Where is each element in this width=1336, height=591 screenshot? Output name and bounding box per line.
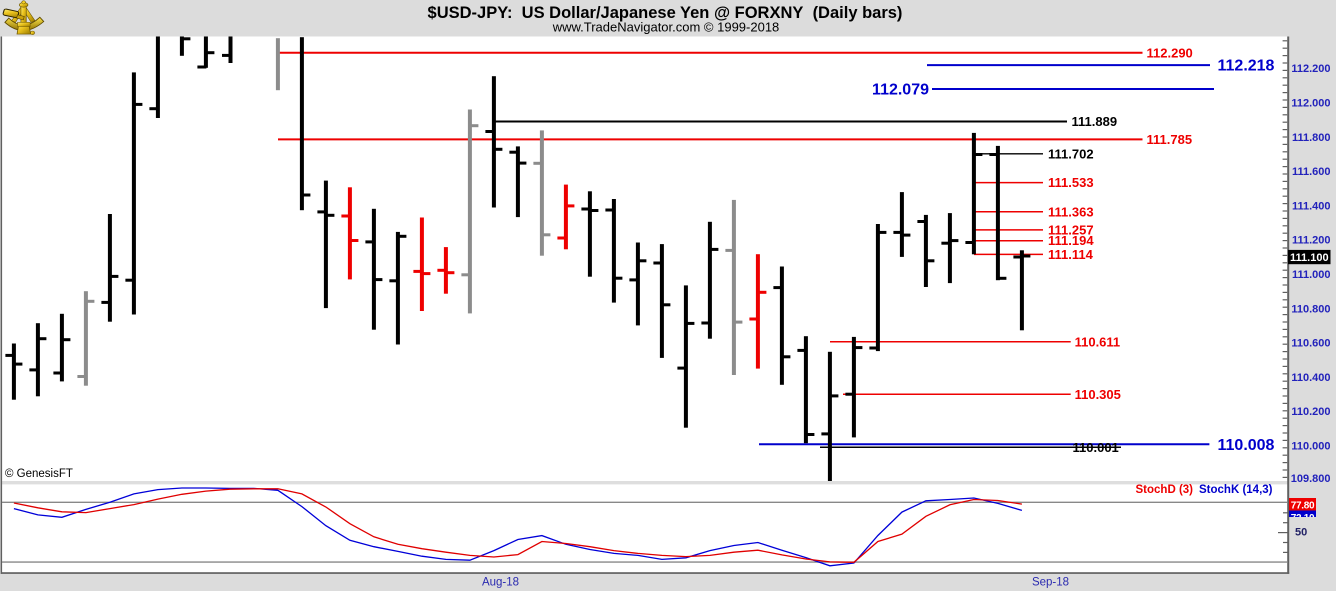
svg-text:111.000: 111.000 [1292, 269, 1331, 281]
svg-text:111.889: 111.889 [1072, 114, 1118, 129]
svg-text:112.218: 112.218 [1218, 58, 1275, 75]
svg-text:111.800: 111.800 [1292, 132, 1331, 144]
svg-text:111.533: 111.533 [1048, 175, 1094, 190]
svg-text:110.600: 110.600 [1291, 338, 1330, 350]
svg-text:112.079: 112.079 [872, 82, 929, 99]
svg-text:110.008: 110.008 [1218, 437, 1275, 454]
svg-text:111.400: 111.400 [1292, 200, 1331, 212]
svg-text:111.100: 111.100 [1290, 252, 1329, 264]
svg-text:110.400: 110.400 [1291, 372, 1330, 384]
svg-text:72.10: 72.10 [1291, 513, 1315, 524]
svg-text:112.000: 112.000 [1291, 98, 1330, 110]
svg-text:Sep-18: Sep-18 [1032, 576, 1069, 588]
svg-text:50: 50 [1295, 527, 1307, 539]
svg-text:$USD-JPY: US Dollar/Japanese: $USD-JPY: US Dollar/Japanese Yen @ FORXN… [428, 4, 903, 22]
svg-text:111.194: 111.194 [1048, 233, 1094, 248]
svg-text:110.800: 110.800 [1291, 303, 1330, 315]
svg-text:Aug-18: Aug-18 [482, 576, 519, 588]
svg-text:111.257: 111.257 [1048, 222, 1094, 237]
svg-text:111.600: 111.600 [1292, 166, 1331, 178]
svg-text:© GenesisFT: © GenesisFT [5, 468, 73, 480]
svg-text:110.000: 110.000 [1291, 441, 1330, 453]
svg-text:111.363: 111.363 [1048, 204, 1094, 219]
svg-text:110.001: 110.001 [1073, 440, 1119, 455]
svg-text:111.200: 111.200 [1292, 235, 1331, 247]
svg-text:77.80: 77.80 [1291, 500, 1315, 511]
svg-text:StochK (14,3): StochK (14,3) [1199, 484, 1273, 496]
svg-text:111.702: 111.702 [1048, 146, 1094, 161]
svg-text:112.290: 112.290 [1147, 45, 1193, 60]
svg-text:110.611: 110.611 [1075, 334, 1121, 349]
svg-text:111.785: 111.785 [1147, 132, 1193, 147]
svg-text:www.TradeNavigator.com © 1999-: www.TradeNavigator.com © 1999-2018 [552, 20, 780, 35]
svg-text:110.200: 110.200 [1291, 406, 1330, 418]
svg-text:111.114: 111.114 [1048, 247, 1094, 262]
svg-text:StochD (3): StochD (3) [1136, 484, 1194, 496]
svg-text:109.800: 109.800 [1291, 473, 1331, 485]
svg-text:110.305: 110.305 [1075, 387, 1121, 402]
svg-text:112.200: 112.200 [1291, 63, 1330, 75]
